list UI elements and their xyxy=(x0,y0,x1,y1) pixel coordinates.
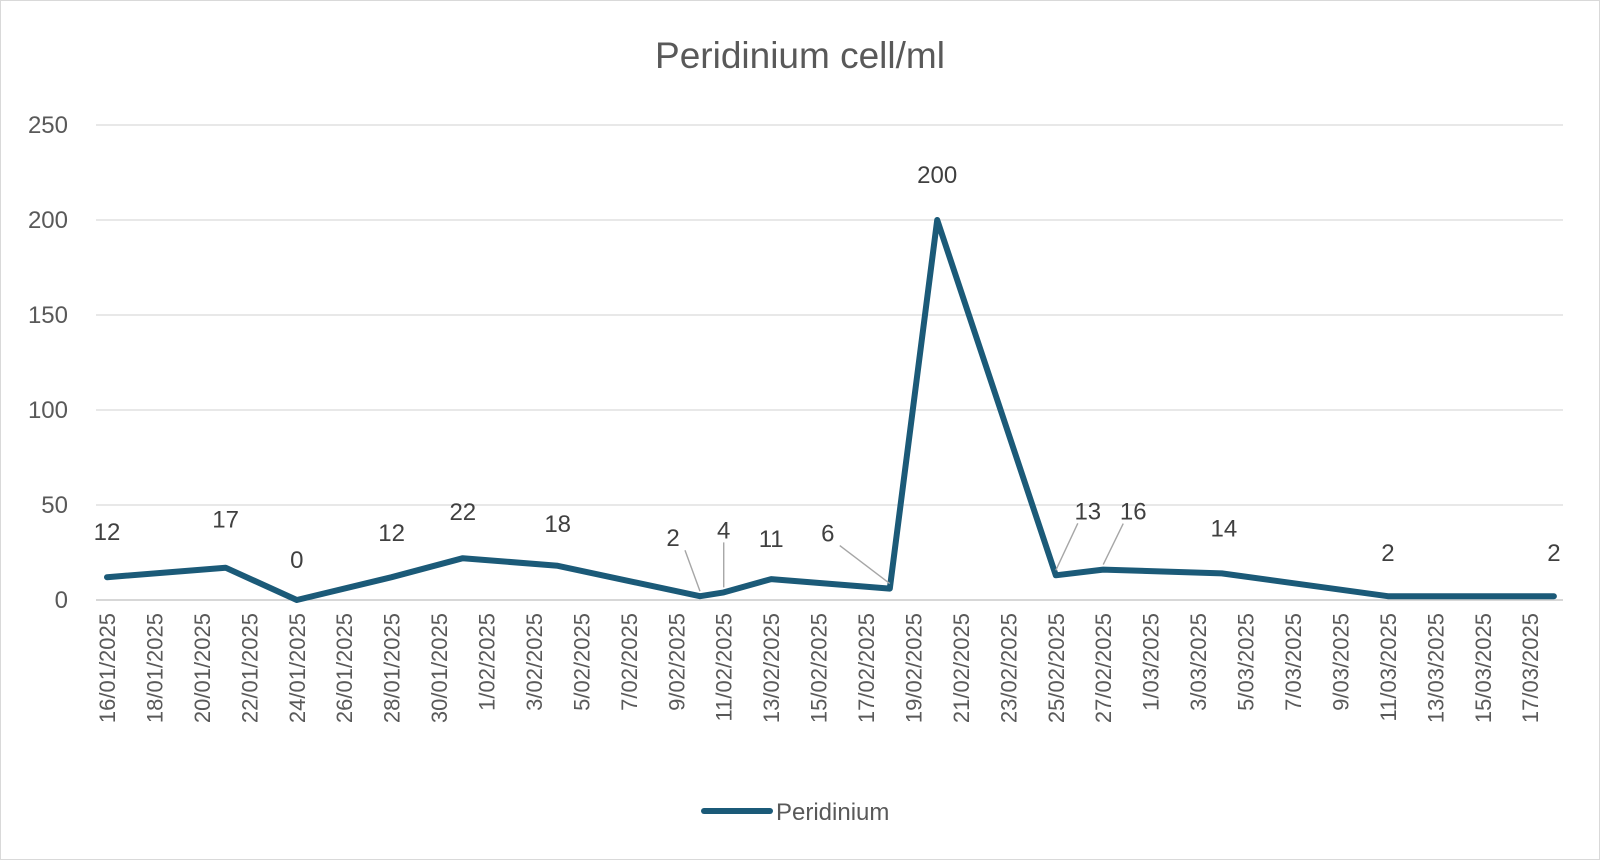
data-label: 13 xyxy=(1074,498,1101,525)
x-tick-label: 16/01/2025 xyxy=(95,613,120,723)
legend-label: Peridinium xyxy=(776,799,889,826)
data-label: 0 xyxy=(290,547,303,574)
x-tick-label: 7/02/2025 xyxy=(617,613,642,711)
x-tick-label: 3/03/2025 xyxy=(1186,613,1211,711)
data-label: 17 xyxy=(212,507,239,534)
data-label-leader xyxy=(1055,523,1079,571)
x-tick-label: 27/02/2025 xyxy=(1091,613,1116,723)
x-tick-label: 5/02/2025 xyxy=(569,613,594,711)
x-tick-label: 11/03/2025 xyxy=(1376,613,1401,721)
data-label: 6 xyxy=(821,521,834,548)
x-tick-label: 1/02/2025 xyxy=(475,613,500,711)
x-tick-label: 21/02/2025 xyxy=(949,613,974,723)
data-label: 2 xyxy=(1547,540,1560,567)
x-tick-label: 15/03/2025 xyxy=(1471,613,1496,723)
x-tick-label: 17/03/2025 xyxy=(1518,613,1543,723)
chart-title: Peridinium cell/ml xyxy=(655,35,945,76)
x-tick-label: 24/01/2025 xyxy=(285,613,310,723)
x-axis-ticks: 16/01/2025 18/01/2025 20/01/2025 22/01/2025… xyxy=(95,613,1543,723)
legend: Peridinium xyxy=(701,799,889,826)
x-tick-label: 18/01/2025 xyxy=(142,613,167,723)
x-tick-label: 22/01/2025 xyxy=(237,613,262,723)
data-label: 22 xyxy=(449,499,476,526)
x-tick-label: 9/02/2025 xyxy=(664,613,689,711)
x-tick-label: 30/01/2025 xyxy=(427,613,452,723)
x-tick-label: 7/03/2025 xyxy=(1281,613,1306,711)
data-label: 18 xyxy=(544,511,571,538)
y-axis-ticks: 0 50 100 150 200 250 xyxy=(28,112,68,614)
data-label: 200 xyxy=(917,162,957,189)
x-tick-label: 9/03/2025 xyxy=(1328,613,1353,711)
x-tick-label: 13/03/2025 xyxy=(1423,613,1448,723)
x-tick-label: 5/03/2025 xyxy=(1234,613,1259,711)
data-label: 14 xyxy=(1210,515,1237,542)
y-tick-label: 50 xyxy=(41,492,68,519)
x-tick-label: 1/03/2025 xyxy=(1139,613,1164,711)
data-label: 2 xyxy=(1381,540,1394,567)
series-layer xyxy=(104,217,1557,603)
x-tick-label: 15/02/2025 xyxy=(807,613,832,723)
x-tick-label: 3/02/2025 xyxy=(522,613,547,711)
x-tick-label: 13/02/2025 xyxy=(759,613,784,723)
data-label: 16 xyxy=(1120,499,1147,526)
x-tick-label: 25/02/2025 xyxy=(1044,613,1069,723)
x-tick-label: 23/02/2025 xyxy=(996,613,1021,723)
gridlines xyxy=(96,124,1563,601)
data-label: 2 xyxy=(666,525,679,552)
x-tick-label: 26/01/2025 xyxy=(332,613,357,723)
data-label-leader xyxy=(684,549,701,592)
x-tick-label: 17/02/2025 xyxy=(854,613,879,723)
x-tick-label: 28/01/2025 xyxy=(380,613,405,723)
x-tick-label: 11/02/2025 xyxy=(712,613,737,721)
y-tick-label: 0 xyxy=(55,587,68,614)
y-tick-label: 250 xyxy=(28,112,68,139)
y-tick-label: 150 xyxy=(28,302,68,329)
y-tick-label: 100 xyxy=(28,397,68,424)
data-label: 4 xyxy=(717,517,730,544)
data-label: 11 xyxy=(759,526,784,553)
x-tick-label: 19/02/2025 xyxy=(901,613,926,723)
data-label: 12 xyxy=(378,520,405,547)
series-line-peridinium xyxy=(104,217,1557,603)
x-tick-label: 20/01/2025 xyxy=(190,613,215,723)
data-label: 12 xyxy=(94,519,121,546)
y-tick-label: 200 xyxy=(28,207,68,234)
data-label-leader xyxy=(1102,523,1124,565)
data-label-leader xyxy=(839,545,891,585)
